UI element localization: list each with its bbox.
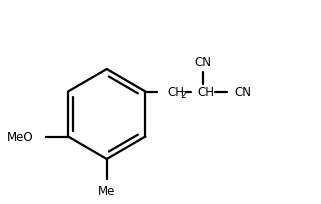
Text: CH: CH — [197, 86, 214, 99]
Text: CN: CN — [195, 56, 212, 69]
Text: CH: CH — [167, 86, 184, 99]
Text: CN: CN — [235, 86, 252, 99]
Text: Me: Me — [98, 185, 116, 197]
Text: MeO: MeO — [7, 130, 33, 143]
Text: 2: 2 — [180, 91, 186, 100]
